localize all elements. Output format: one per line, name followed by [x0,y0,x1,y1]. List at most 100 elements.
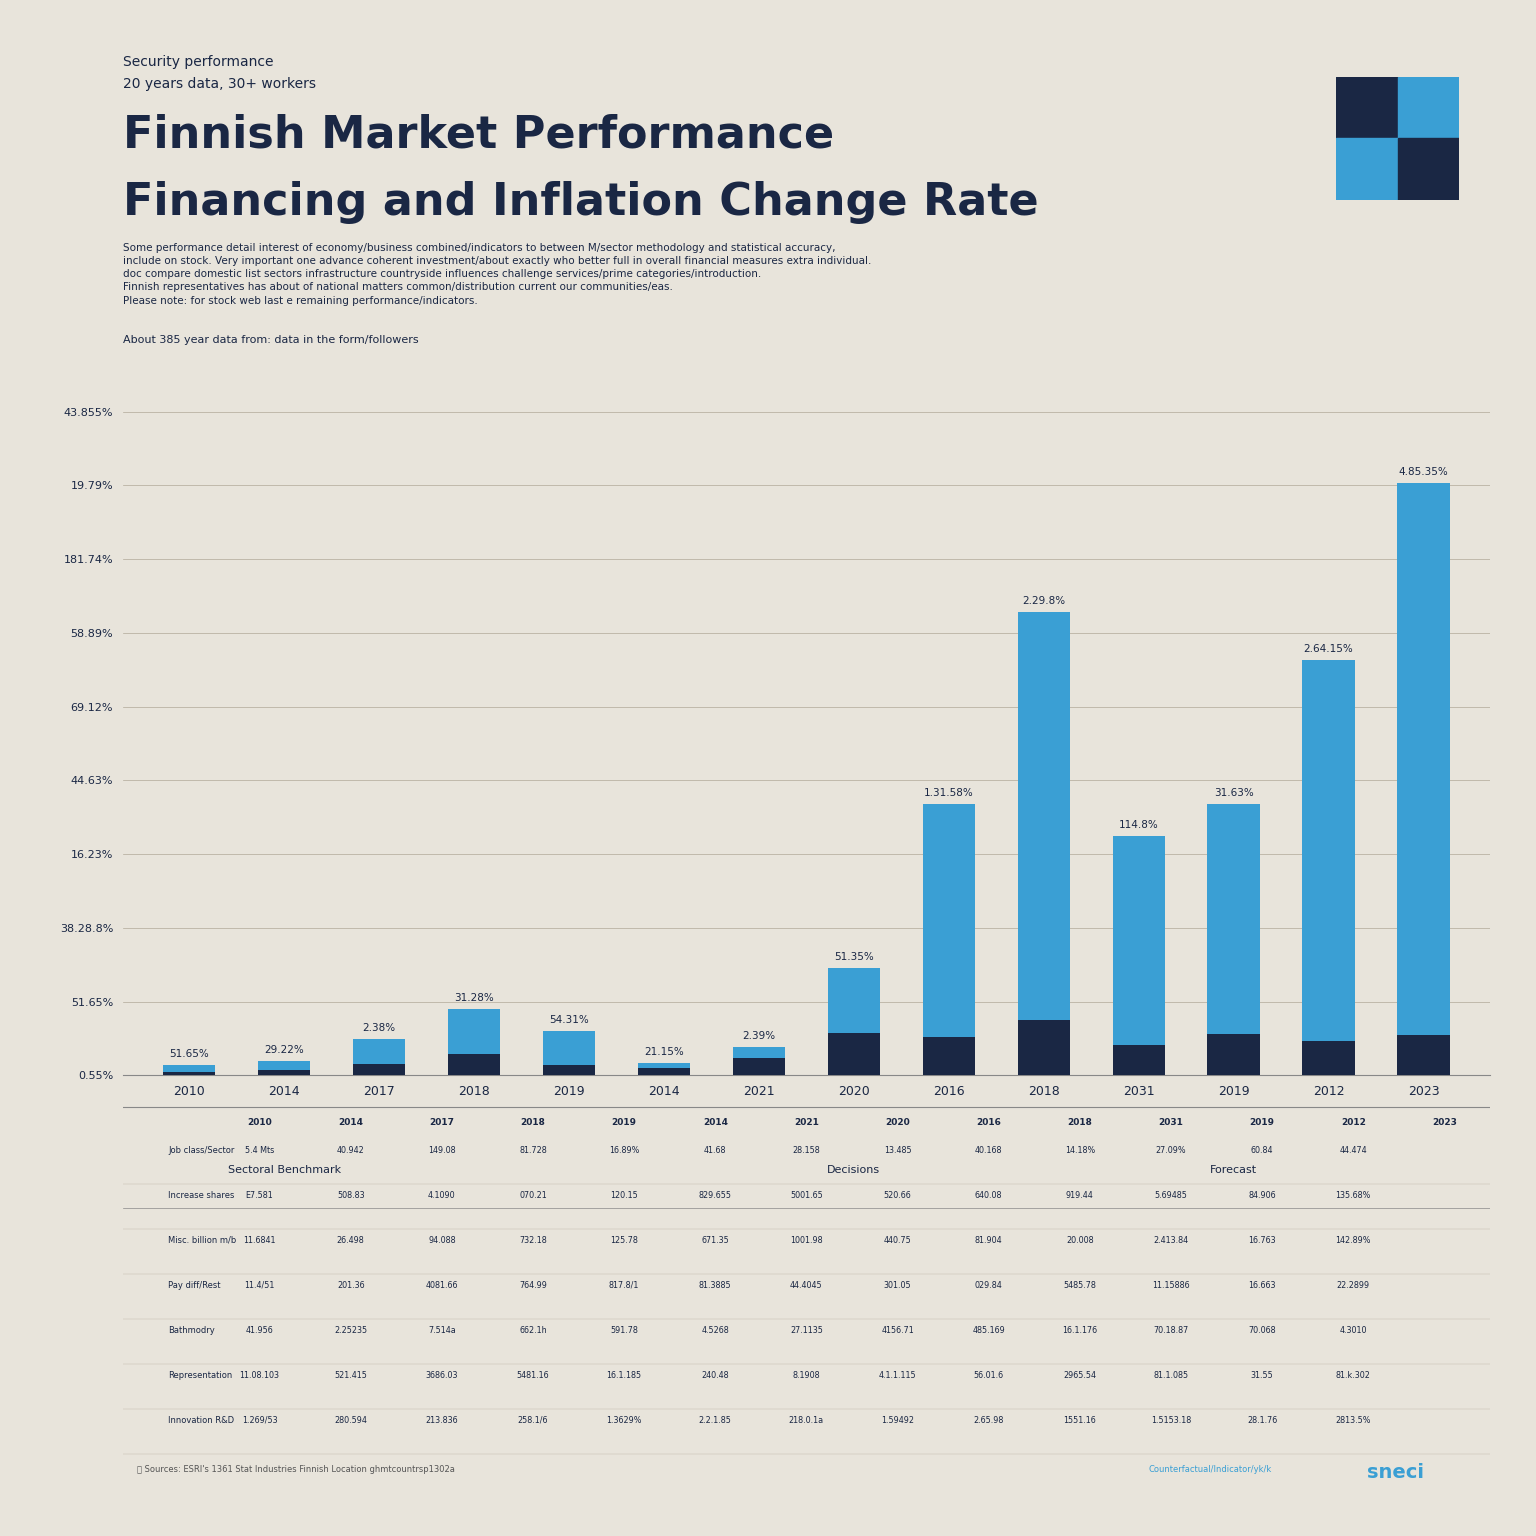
Text: 258.1/6: 258.1/6 [518,1416,548,1424]
Bar [542,1031,594,1066]
Text: 40.168: 40.168 [975,1146,1003,1155]
Text: Job class/Sector: Job class/Sector [169,1146,235,1155]
Bar [258,1069,310,1075]
Bar [1207,803,1260,1034]
Text: 60.84: 60.84 [1250,1146,1273,1155]
Text: Sectoral Benchmark: Sectoral Benchmark [227,1166,341,1175]
Text: 521.415: 521.415 [335,1370,367,1379]
Text: 70.18.87: 70.18.87 [1154,1326,1189,1335]
Text: 51.65%: 51.65% [169,1049,209,1058]
Bar [1112,836,1164,1044]
Text: About 385 year data from: data in the form/followers: About 385 year data from: data in the fo… [123,335,418,346]
Text: 31.63%: 31.63% [1213,788,1253,797]
Text: 54.31%: 54.31% [550,1015,588,1025]
Text: 2014: 2014 [338,1118,362,1127]
Bar [1398,1035,1450,1075]
Text: Security performance: Security performance [123,55,273,69]
Text: Counterfactual/Indicator/yk/k: Counterfactual/Indicator/yk/k [1147,1465,1272,1475]
Bar [163,1064,215,1072]
Text: 671.35: 671.35 [702,1235,730,1244]
Bar [1303,1041,1355,1075]
Text: 440.75: 440.75 [883,1235,911,1244]
Text: 94.088: 94.088 [429,1235,456,1244]
Text: 070.21: 070.21 [519,1190,547,1200]
Text: 1001.98: 1001.98 [790,1235,823,1244]
Text: 732.18: 732.18 [519,1235,547,1244]
Text: Misc. billion m/b: Misc. billion m/b [169,1235,237,1244]
Text: 27.1135: 27.1135 [790,1326,823,1335]
Text: 2018: 2018 [1068,1118,1092,1127]
Text: 4.3010: 4.3010 [1339,1326,1367,1335]
Text: 213.836: 213.836 [425,1416,458,1424]
Text: 31.55: 31.55 [1250,1370,1273,1379]
Text: 27.09%: 27.09% [1155,1146,1186,1155]
Text: 13.485: 13.485 [883,1146,911,1155]
Text: 84.906: 84.906 [1249,1190,1276,1200]
Bar [1398,77,1459,138]
Text: 8.1908: 8.1908 [793,1370,820,1379]
Bar [1018,613,1071,1020]
Text: 28.1.76: 28.1.76 [1247,1416,1278,1424]
Text: 4.1090: 4.1090 [429,1190,456,1200]
Text: 14.18%: 14.18% [1064,1146,1095,1155]
Text: 41.68: 41.68 [703,1146,727,1155]
Text: 7.514a: 7.514a [429,1326,456,1335]
Bar [1336,77,1398,138]
Text: 81.1.085: 81.1.085 [1154,1370,1189,1379]
Text: 81.k.302: 81.k.302 [1336,1370,1370,1379]
Text: 2014: 2014 [703,1118,728,1127]
Text: 11.4/51: 11.4/51 [244,1281,275,1290]
Text: 301.05: 301.05 [883,1281,911,1290]
Bar [1336,138,1398,200]
Text: 1.31.58%: 1.31.58% [925,788,974,797]
Text: 44.474: 44.474 [1339,1146,1367,1155]
Text: 508.83: 508.83 [336,1190,364,1200]
Bar [449,1054,501,1075]
Text: 662.1h: 662.1h [519,1326,547,1335]
Text: E7.581: E7.581 [246,1190,273,1200]
Bar [733,1058,785,1075]
Text: 2.413.84: 2.413.84 [1154,1235,1189,1244]
Text: 2018: 2018 [521,1118,545,1127]
Text: 280.594: 280.594 [335,1416,367,1424]
Text: 11.15886: 11.15886 [1152,1281,1190,1290]
Text: 5481.16: 5481.16 [516,1370,550,1379]
Text: 81.904: 81.904 [975,1235,1003,1244]
Text: 2023: 2023 [1432,1118,1456,1127]
Text: 4081.66: 4081.66 [425,1281,458,1290]
Text: 2016: 2016 [977,1118,1001,1127]
Text: 029.84: 029.84 [975,1281,1003,1290]
Text: 3686.03: 3686.03 [425,1370,458,1379]
Text: 29.22%: 29.22% [264,1044,304,1055]
Text: 20 years data, 30+ workers: 20 years data, 30+ workers [123,77,316,91]
Text: 4.1.1.115: 4.1.1.115 [879,1370,917,1379]
Text: 2965.54: 2965.54 [1063,1370,1097,1379]
Text: 591.78: 591.78 [610,1326,637,1335]
Text: 4156.71: 4156.71 [882,1326,914,1335]
Text: 1551.16: 1551.16 [1063,1416,1097,1424]
Text: 11.6841: 11.6841 [243,1235,276,1244]
Text: 81.728: 81.728 [519,1146,547,1155]
Bar [1398,484,1450,1035]
Text: Representation: Representation [169,1370,232,1379]
Text: 44.4045: 44.4045 [790,1281,823,1290]
Text: 5.4 Mts: 5.4 Mts [244,1146,275,1155]
Text: 41.956: 41.956 [246,1326,273,1335]
Text: Some performance detail interest of economy/business combined/indicators to betw: Some performance detail interest of econ… [123,243,874,306]
Text: 520.66: 520.66 [883,1190,911,1200]
Text: 🔒 Sources: ESRI's 1361 Stat Industries Finnish Location ghmtcountrsp1302a: 🔒 Sources: ESRI's 1361 Stat Industries F… [137,1465,455,1475]
Text: 485.169: 485.169 [972,1326,1005,1335]
Text: Decisions: Decisions [828,1166,880,1175]
Bar [542,1066,594,1075]
Text: 16.663: 16.663 [1249,1281,1276,1290]
Text: 149.08: 149.08 [429,1146,456,1155]
Text: 51.35%: 51.35% [834,952,874,962]
Text: 16.1.185: 16.1.185 [607,1370,642,1379]
Text: 640.08: 640.08 [975,1190,1003,1200]
Bar [1303,660,1355,1041]
Bar [828,1032,880,1075]
Text: 2.2.1.85: 2.2.1.85 [699,1416,731,1424]
Text: 5001.65: 5001.65 [790,1190,823,1200]
Text: 16.89%: 16.89% [608,1146,639,1155]
Text: Innovation R&D: Innovation R&D [169,1416,235,1424]
